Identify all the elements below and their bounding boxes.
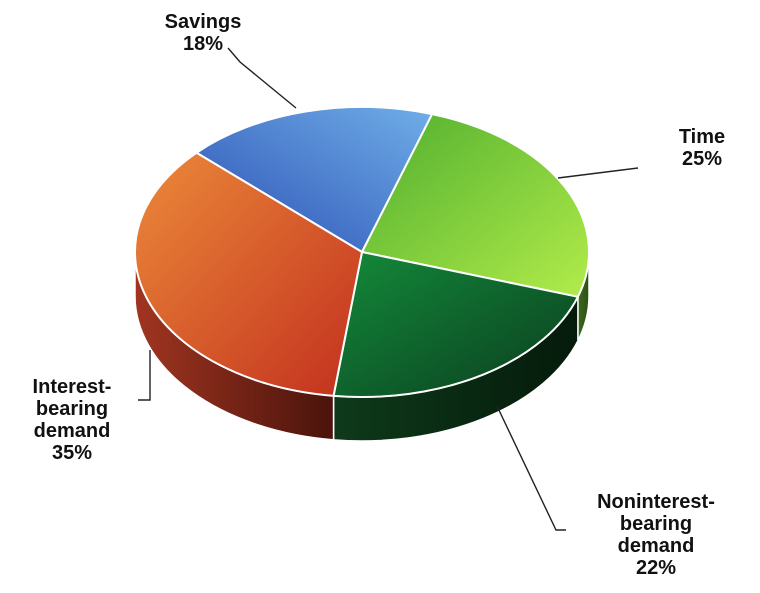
slice-value-time: 25%: [682, 148, 722, 170]
slice-labels: Savings 18%Time 25%Noninterest-bearing dema…: [33, 11, 726, 579]
pie-slice-savings: [195, 106, 434, 253]
slice-name-time: Time: [679, 126, 725, 148]
leader-line-savings: [227, 47, 297, 109]
slice-label-time: Time 25%: [679, 126, 725, 170]
slice-value-noninterest-bearing-demand: 22%: [636, 557, 676, 579]
slice-name-noninterest-bearing-demand: demand: [618, 535, 695, 557]
slice-value-savings: 18%: [183, 33, 223, 55]
slice-name-savings: Savings: [165, 11, 242, 33]
slice-name-interest-bearing-demand: demand: [34, 420, 111, 442]
pie-slice-noninterest-bearing-demand: [332, 251, 579, 398]
leader-line-time: [557, 167, 639, 179]
slice-label-noninterest-bearing-demand: Noninterest-bearing demand 22%: [597, 491, 715, 579]
leader-lines: [138, 47, 639, 531]
leader-line-interest-bearing-demand: [138, 350, 151, 401]
slice-name-interest-bearing-demand: Interest-: [33, 376, 112, 398]
slice-name-noninterest-bearing-demand: Noninterest-: [597, 491, 715, 513]
slice-value-interest-bearing-demand: 35%: [52, 442, 92, 464]
pie-top-layer: [134, 106, 590, 398]
pie-slice-time: [361, 113, 590, 298]
slice-label-interest-bearing-demand: Interest-bearing demand 35%: [33, 376, 112, 464]
pie-slice-interest-bearing-demand: [134, 151, 363, 397]
slice-label-savings: Savings 18%: [165, 11, 242, 55]
slice-name-interest-bearing-demand: bearing: [36, 398, 108, 420]
leader-line-noninterest-bearing-demand: [496, 405, 566, 531]
slice-name-noninterest-bearing-demand: bearing: [620, 513, 692, 535]
